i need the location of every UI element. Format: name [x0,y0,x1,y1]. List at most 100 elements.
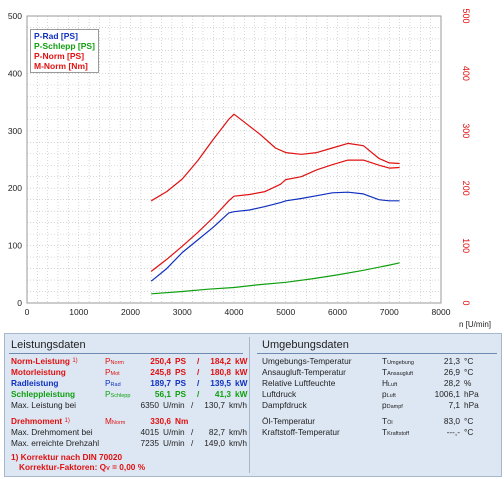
y-right-tick-label: 400 [461,66,471,81]
torque-note: 1) [64,418,70,424]
x-tick-label: 8000 [432,307,451,317]
max-rpm-unit: U/min [163,438,185,448]
max-torque-at-speed-unit: km/h [229,427,247,437]
env-row-unit: % [464,378,472,388]
env-row: Umgebungs-Temperatur TUmgebung 21,3 °C [262,356,498,367]
max-rpm-row: Max. erreichte Drehzahl 7235 U/min / 149… [11,438,247,449]
y-right-tick-label: 200 [461,181,471,196]
env-row-value: ---,- [446,427,460,437]
x-tick-label: 5000 [276,307,295,317]
torque-label: Drehmoment [11,416,63,426]
motor-power-slash: / [197,367,200,377]
drag-power-label: Schleppleistung [11,389,76,399]
env-row-value: 83,0 [443,416,460,426]
y-right-tick-label: 500 [461,8,471,23]
env-row-subscript: Umgebung [387,360,414,366]
legend-entry-p-norm: P-Norm [PS] [34,51,85,61]
correction-factor: Korrektur-Faktoren: QV = 0,00 % [19,462,247,473]
torque-unit: Nm [175,416,189,426]
drag-power-subscript: Schlepp [110,393,131,399]
motor-power-ps: 245,8 [150,367,171,377]
env-row-symbol: T [382,427,388,437]
max-power-at-label: Max. Leistung bei [11,400,77,410]
performance-heading: Leistungsdaten [11,339,86,351]
env-row-subscript: Ansaugluft [387,371,414,377]
chart-legend: P-Rad [PS] P-Schlepp [PS] P-Norm [PS] M-… [30,29,99,73]
y-left-tick-label: 0 [17,298,22,308]
env-row-subscript: Luft [388,382,398,388]
drag-power-slash: / [197,389,200,399]
wheel-power-subscript: Rad [110,382,121,388]
series-line-3 [150,159,400,272]
env-row-value: 28,2 [443,378,460,388]
env-row: Kraftstoff-Temperatur TKraftstoff ---,- … [262,427,498,438]
env-row-value: 21,3 [443,356,460,366]
env-row: Relative Luftfeuchte HLuft 28,2 % [262,378,498,389]
env-row-value: 26,9 [443,367,460,377]
max-rpm-value: 7235 [140,438,159,448]
x-tick-label: 7000 [380,307,399,317]
env-row: Ansaugluft-Temperatur TAnsaugluft 26,9 °… [262,367,498,378]
env-row-label: Dampfdruck [262,400,307,410]
drag-power-ps: 56,1 [154,389,171,399]
max-torque-at-label: Max. Drehmoment bei [11,427,93,437]
torque-subscript: Norm [111,420,126,426]
x-tick-label: 1000 [69,307,88,317]
motor-power-symbol: P [105,367,111,377]
max-torque-at-rpm: 4015 [140,427,159,437]
max-torque-at-slash: / [191,427,194,437]
correction-note-text: 1) Korrektur nach DIN 70020 [11,452,123,462]
env-row: Dampfdruck pDampf 7,1 hPa [262,400,498,411]
env-row-unit: °C [464,367,474,377]
env-row-subscript: Öl [387,420,393,426]
y-left-tick-label: 400 [8,68,22,78]
correction-factor-value: = 0,00 % [112,462,146,472]
env-row-unit: °C [464,356,474,366]
performance-heading-rule [9,353,243,354]
max-power-at-row: Max. Leistung bei 6350 U/min / 130,7 km/… [11,400,247,411]
env-row-label: Umgebungs-Temperatur [262,356,352,366]
env-row-symbol: p [382,400,387,410]
motor-power-subscript: Mot [110,371,120,377]
motor-power-label: Motorleistung [11,367,66,377]
norm-power-ps: 250,4 [150,356,171,366]
env-row-unit: °C [464,416,474,426]
wheel-power-ps-unit: PS [175,378,187,388]
env-row-label: Ansaugluft-Temperatur [262,367,346,377]
env-row-label: Kraftstoff-Temperatur [262,427,340,437]
env-row-unit: hPa [464,400,479,410]
env-row-value: 1006,1 [434,389,460,399]
y-right-tick-label: 100 [461,238,471,253]
motor-power-ps-unit: PS [175,367,187,377]
norm-power-kw-unit: kW [235,356,248,366]
wheel-power-slash: / [197,378,200,388]
x-tick-label: 6000 [328,307,347,317]
correction-factor-subscript: V [106,466,110,472]
series-line-4 [150,113,400,202]
env-row-subscript: Dampf [386,404,403,410]
env-row-label: Relative Luftfeuchte [262,378,336,388]
y-left-tick-label: 200 [8,183,22,193]
dyno-chart: 0 1000 2000 3000 4000 5000 6000 7000 8000 0 100 200… [8,8,491,329]
chart-svg: 0 1000 2000 3000 4000 5000 6000 7000 80000100200… [8,8,491,329]
x-tick-label: 3000 [173,307,192,317]
env-row-unit: °C [464,427,474,437]
max-rpm-speed: 149,0 [204,438,225,448]
environment-heading: Umgebungsdaten [262,339,349,351]
env-row-symbol: T [382,356,388,366]
max-rpm-slash: / [191,438,194,448]
drag-power-ps-unit: PS [175,389,187,399]
wheel-power-kw-unit: kW [235,378,248,388]
norm-power-subscript: Norm [110,360,124,366]
wheel-power-kw: 139,5 [210,378,231,388]
legend-entry-p-schlepp: P-Schlepp [PS] [34,41,95,51]
max-power-at-rpm: 6350 [140,400,159,410]
env-row-unit: hPa [464,389,479,399]
x-tick-label: 0 [25,307,30,317]
drag-power-symbol: P [105,389,111,399]
panel-divider [249,337,250,473]
max-power-at-speed: 130,7 [204,400,225,410]
motor-power-kw: 180,8 [210,367,231,377]
correction-factor-label: Korrektur-Faktoren: Q [19,462,107,472]
norm-power-row: Norm-Leistung 1) PNorm 250,4 PS / 184,2 … [11,356,247,367]
